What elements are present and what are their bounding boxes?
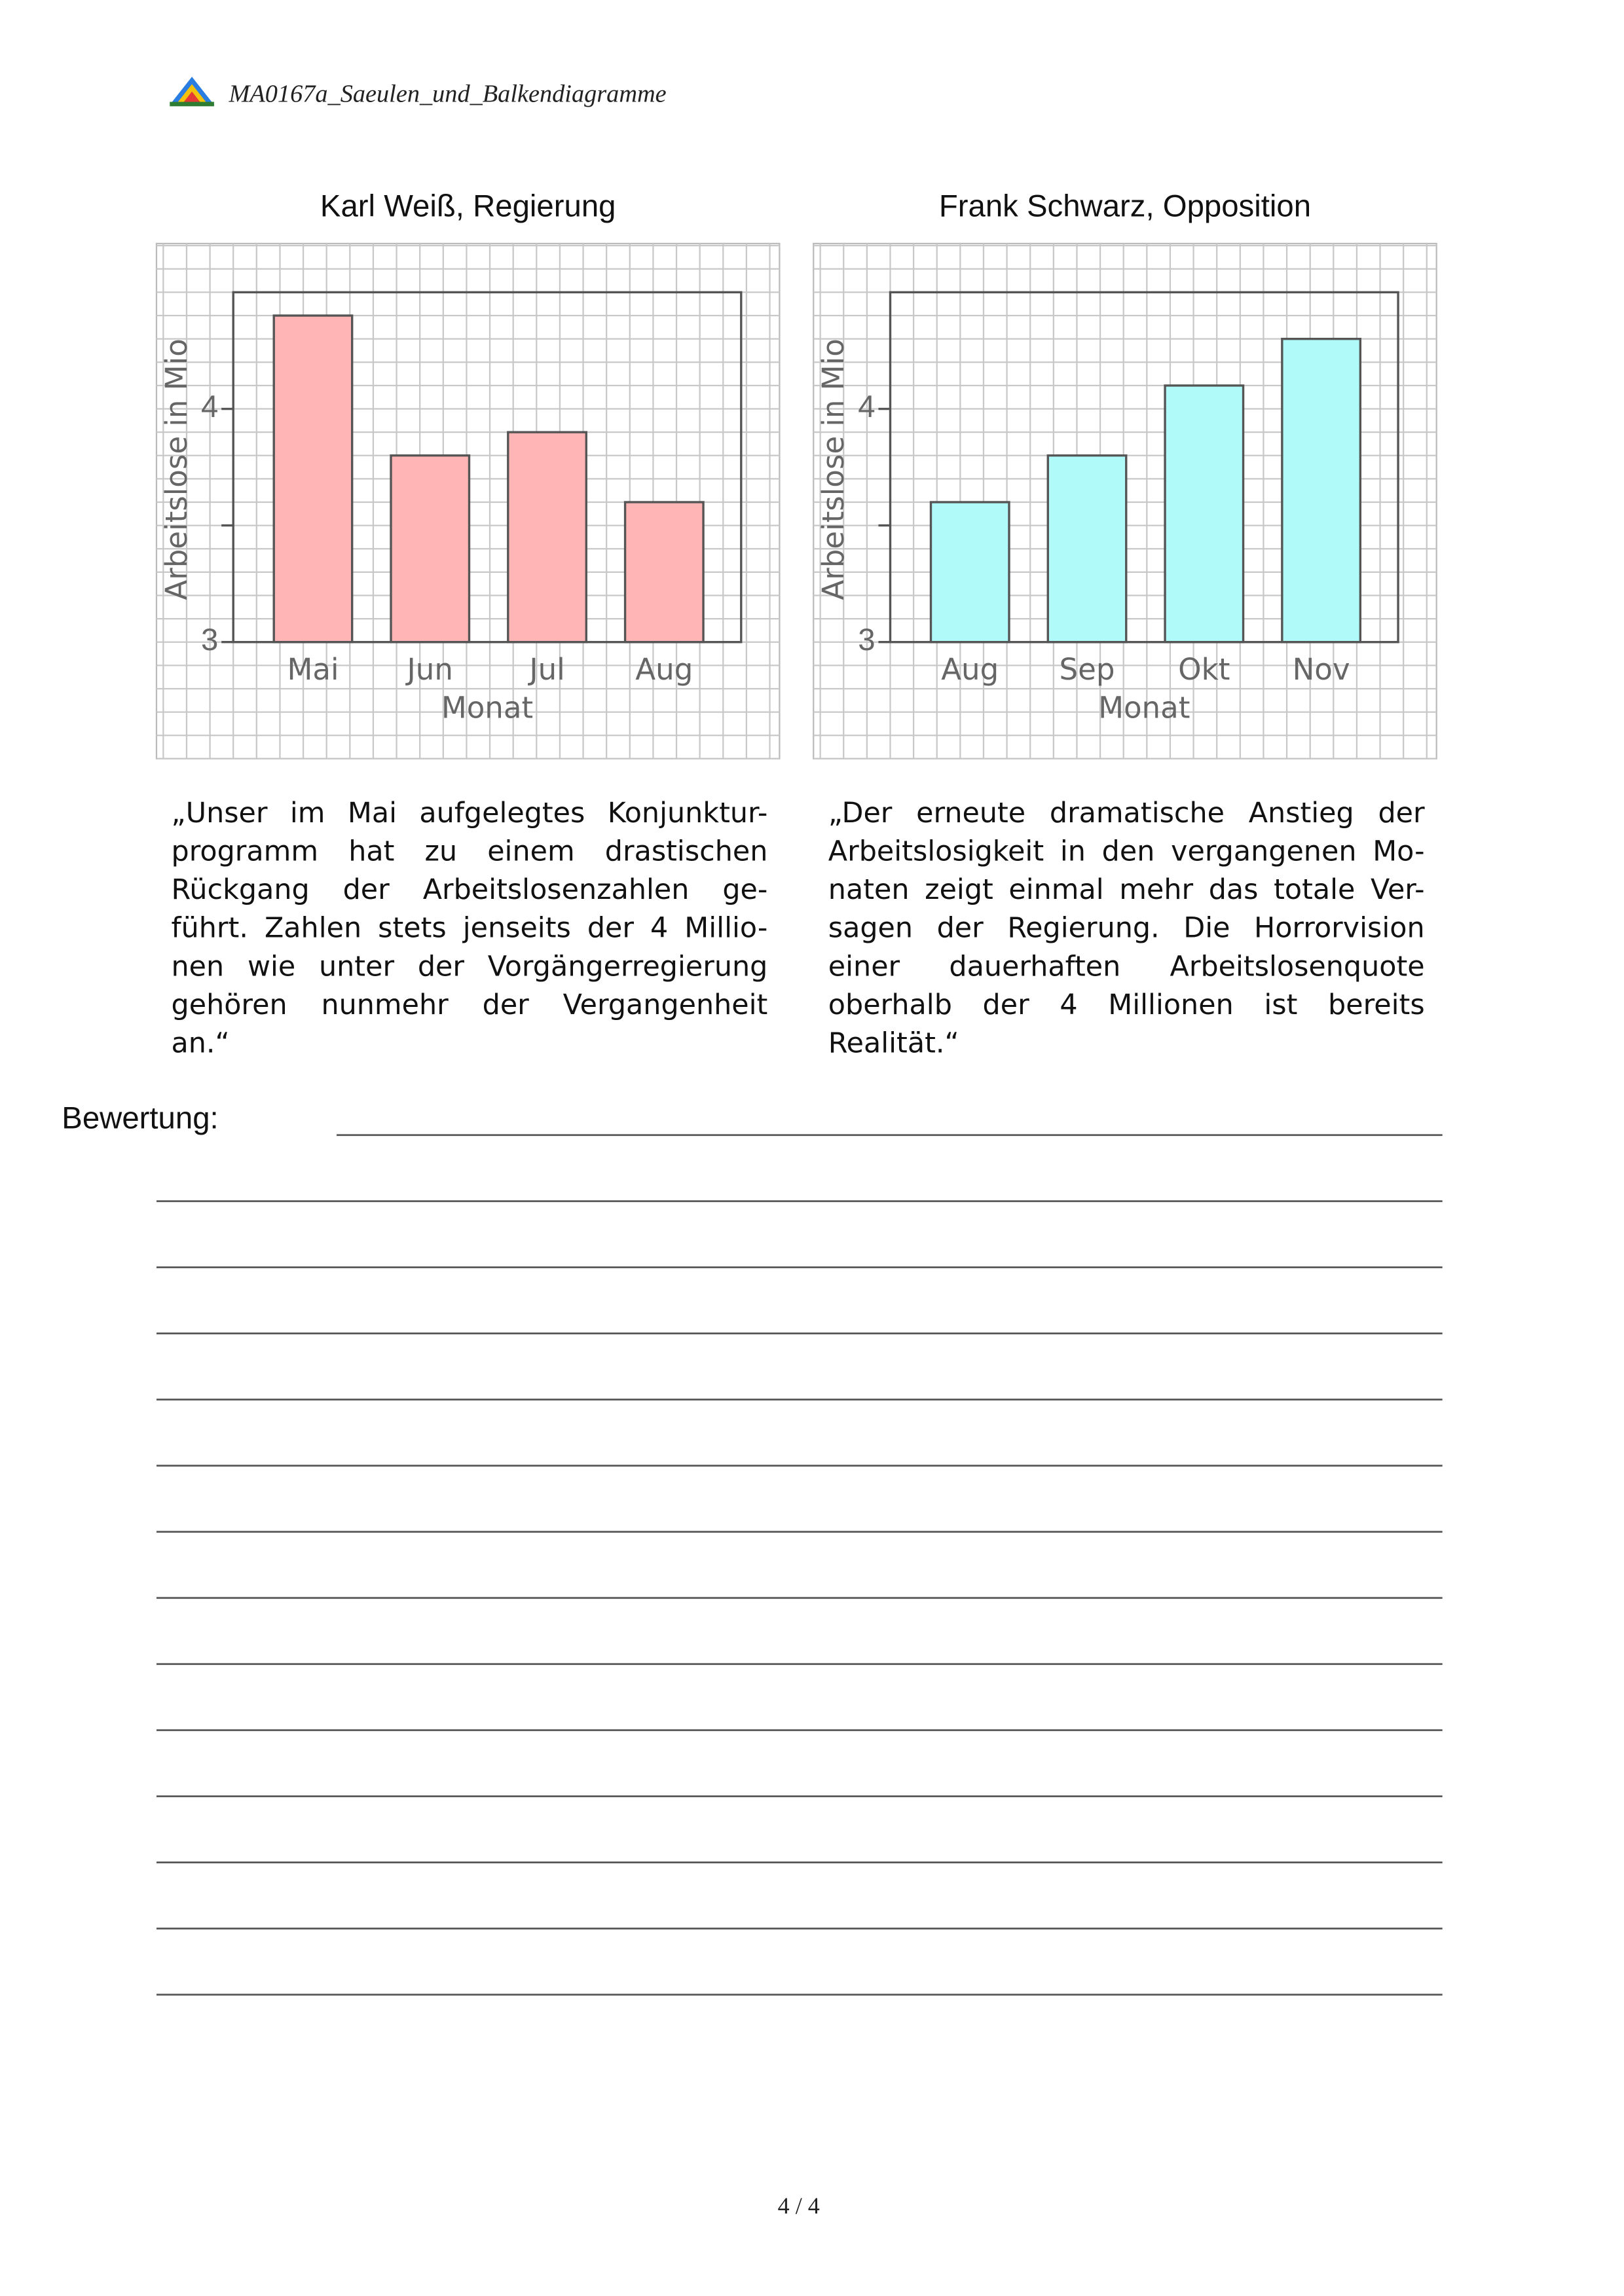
logo <box>170 77 214 107</box>
quote: „Unser im Mai aufgelegtes Konjunktur-pro… <box>172 794 768 1063</box>
y-tick-label: 4 <box>858 390 875 424</box>
bar <box>272 314 354 644</box>
quote-line: programm hat zu einem drastischen <box>171 835 768 868</box>
y-axis-label: Arbeitslose in Mio <box>159 338 194 600</box>
quote-line: nen wie unter der Vorgängerregierung <box>171 950 768 983</box>
quote-line: Arbeitslosigkeit in den vergangenen Mo- <box>828 835 1425 868</box>
quote-line: gehören nunmehr der Vergangenheit <box>171 989 768 1022</box>
quote: „Der erneute dramatische Anstieg der Arbe… <box>828 794 1425 1063</box>
quote-line: an.“ <box>171 1027 230 1060</box>
x-tick-label: Jul <box>527 652 564 687</box>
chart: Karl Weiß, Regierung 3 4 Mai Jun Jul Aug Monat A… <box>155 189 781 759</box>
page-number: 4 / 4 <box>778 2193 820 2219</box>
bar <box>390 454 471 644</box>
x-tick-label: Mai <box>287 652 339 687</box>
y-tick-label: 3 <box>201 623 218 657</box>
quote-line: naten zeigt einmal mehr das totale Ver- <box>828 873 1425 907</box>
quote-line: einer dauerhaften Arbeitslosenquote <box>828 950 1425 983</box>
bar <box>623 501 705 644</box>
plot-frame <box>889 291 1399 644</box>
quote-line: „Unser im Mai aufgelegtes Konjunktur- <box>171 797 768 830</box>
bar <box>507 431 587 644</box>
y-axis-label: Arbeitslose in Mio <box>816 338 851 600</box>
quote-line: Rückgang der Arbeitslosenzahlen ge- <box>171 873 768 907</box>
quote-line: sagen der Regierung. Die Horrorvision <box>828 912 1425 945</box>
bar <box>929 501 1010 644</box>
header-title: MA0167a_Saeulen_und_Balkendiagramme <box>228 80 666 107</box>
x-axis-label: Monat <box>1098 690 1190 725</box>
x-tick-label: Aug <box>941 652 999 687</box>
quote-line: oberhalb der 4 Millionen ist bereits <box>828 989 1425 1022</box>
y-tick-label: 3 <box>858 623 875 657</box>
x-tick-label: Okt <box>1178 652 1230 687</box>
answer-label: Bewertung: <box>62 1101 218 1136</box>
quote-line: „Der erneute dramatische Anstieg der <box>828 797 1425 830</box>
x-tick-label: Aug <box>635 652 693 687</box>
quote-line: Realität.“ <box>828 1027 959 1060</box>
x-tick-label: Sep <box>1060 652 1115 687</box>
bar <box>1164 384 1245 644</box>
plot-frame <box>232 291 743 644</box>
x-axis-label: Monat <box>441 690 533 725</box>
quote-line: führt. Zahlen stets jenseits der 4 Milli… <box>171 912 768 945</box>
chart-title: Karl Weiß, Regierung <box>320 189 616 223</box>
chart: Frank Schwarz, Opposition 3 4 Aug Sep Okt Nov M… <box>813 189 1437 759</box>
x-tick-label: Jun <box>405 652 453 687</box>
y-tick-label: 4 <box>201 390 218 424</box>
chart-title: Frank Schwarz, Opposition <box>939 189 1311 223</box>
x-tick-label: Nov <box>1293 652 1350 687</box>
bar <box>1281 337 1362 644</box>
bar <box>1046 454 1128 644</box>
